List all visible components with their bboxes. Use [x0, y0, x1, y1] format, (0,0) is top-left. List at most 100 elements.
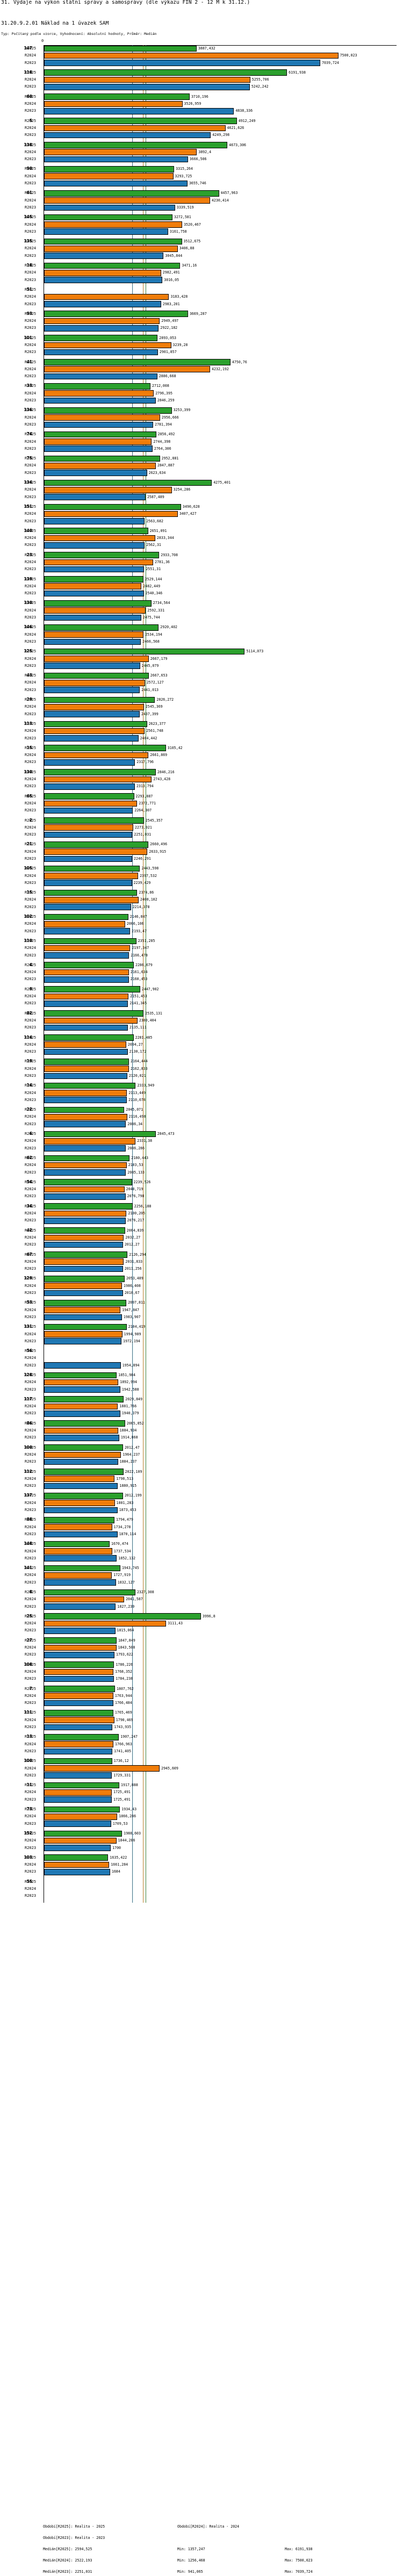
chart-row: R2024 2032,27 — [0, 1234, 403, 1241]
series-label-r2025: R2025 — [25, 1179, 37, 1184]
bar-r2024 — [44, 920, 125, 927]
bar-r2025 — [44, 311, 188, 317]
bar-value-label: 1934,43 — [121, 1807, 137, 1812]
chart-row: R2023 7039,724 — [0, 60, 403, 67]
chart-row: R2023 2130,172 — [0, 1048, 403, 1055]
bar-value-label: 2180,443 — [131, 1155, 148, 1160]
chart-row: R2023 2562,31 — [0, 542, 403, 549]
bar-r2023 — [44, 1265, 123, 1272]
chart-row: R2025 2097,811 — [0, 1299, 403, 1306]
chart-group: 33 R2025 2712,008 R2024 2796,395 R2023 2846,25… — [0, 383, 403, 407]
chart-group: 134 R2025 4275,401 R2024 3254,286 R2023 2587,4… — [0, 479, 403, 503]
series-label-r2024: R2024 — [25, 536, 37, 541]
chart-row: R2025 3105,42 — [0, 745, 403, 752]
chart-row: R2024 2534,194 — [0, 631, 403, 638]
series-label-r2023: R2023 — [25, 1580, 37, 1585]
bar-value-label: 3526,959 — [184, 102, 202, 106]
bar-r2025 — [44, 1299, 127, 1306]
chart-group: 11 R2025 1917,888 R2024 1725,491 R2023 1725,49… — [0, 1782, 403, 1806]
series-label-r2025: R2025 — [25, 697, 37, 702]
bar-r2024 — [44, 414, 160, 421]
bar-r2025 — [44, 1106, 125, 1113]
series-label-r2023: R2023 — [25, 205, 37, 210]
bar-value-label: 3183,428 — [170, 294, 188, 299]
legend-period-r2025: Období[R2025]: Realita - 2025 — [43, 2524, 105, 2529]
group-id-label: 128 — [24, 1372, 32, 1377]
series-label-r2025: R2025 — [25, 649, 37, 654]
bar-r2025 — [44, 841, 149, 848]
series-label-r2025: R2025 — [25, 1517, 37, 1522]
chart-row: R2024 3111,43 — [0, 1620, 403, 1627]
bar-value-label: 1734,278 — [113, 1524, 131, 1529]
bar-value-label: 3407,427 — [179, 512, 197, 516]
series-label-r2025: R2025 — [25, 987, 37, 991]
series-label-r2023: R2023 — [25, 1363, 37, 1368]
group-id-label: 73 — [26, 1807, 32, 1812]
bar-r2025 — [44, 793, 134, 800]
series-label-r2024: R2024 — [25, 1573, 37, 1578]
bar-r2024 — [44, 728, 145, 735]
bar-r2024 — [44, 1861, 110, 1868]
bar-r2023 — [44, 1217, 126, 1224]
chart-row: R2023 1884,237 — [0, 1458, 403, 1465]
chart-group: 34 R2025 2256,188 R2024 2100,205 R2023 2076,21… — [0, 1203, 403, 1227]
chart-row: R2024 2273,921 — [0, 824, 403, 831]
bar-r2025 — [44, 1733, 119, 1740]
bar-value-label: 2633,915 — [149, 849, 167, 854]
chart-row: R2023 2475,744 — [0, 614, 403, 621]
bar-r2024 — [44, 631, 144, 638]
bar-r2024 — [44, 559, 154, 566]
bar-r2023 — [44, 277, 163, 283]
series-label-r2023: R2023 — [25, 1049, 37, 1054]
bar-value-label: 7039,724 — [322, 60, 339, 65]
chart-row: R2025 2293,887 — [0, 793, 403, 800]
bar-value-label: 3892,4 — [198, 149, 212, 154]
chart-group: 88 R2025 1794,479 R2024 1734,278 R2023 1870,11… — [0, 1516, 403, 1541]
bar-r2023 — [44, 735, 139, 742]
group-id-label: 139 — [24, 576, 32, 581]
series-label-r2024: R2024 — [25, 970, 37, 975]
bar-r2023 — [44, 107, 234, 114]
bar-value-label: 2097,811 — [128, 1300, 145, 1305]
group-id-label: 60 — [26, 93, 32, 99]
chart-row: R2024 2572,127 — [0, 679, 403, 686]
series-label-r2023: R2023 — [25, 1459, 37, 1464]
bar-r2025 — [44, 1179, 132, 1186]
bar-r2025 — [44, 1323, 127, 1330]
series-label-r2025: R2025 — [25, 311, 37, 316]
chart-row: R2023 2193,47 — [0, 928, 403, 935]
bar-r2023 — [44, 614, 141, 621]
bar-r2024 — [44, 52, 339, 59]
chart-row: R2025 4275,401 — [0, 479, 403, 486]
chart-row: R2023 1725,491 — [0, 1796, 403, 1803]
series-label-r2023: R2023 — [25, 301, 37, 306]
bar-value-label: 2135,111 — [129, 1025, 147, 1030]
series-label-r2024: R2024 — [25, 1380, 37, 1385]
bar-value-label: 2264,307 — [134, 808, 152, 813]
chart-row: R2025 2164,444 — [0, 1058, 403, 1065]
chart-group: 4 R2025 2286,679 R2024 2161,634 R2023 2160,453 — [0, 962, 403, 986]
bar-r2025 — [44, 479, 212, 486]
group-id-label: 6 — [29, 1131, 32, 1136]
bar-r2025 — [44, 1155, 130, 1162]
bar-r2025 — [44, 1131, 156, 1138]
group-id-label: 82 — [26, 1010, 32, 1016]
bar-r2023 — [44, 1507, 118, 1514]
chart-row: R2025 4457,963 — [0, 190, 403, 197]
bar-r2024 — [44, 1644, 117, 1651]
group-id-label: 4 — [29, 962, 32, 967]
bar-value-label: 4249,298 — [212, 133, 230, 138]
series-label-r2023: R2023 — [25, 1097, 37, 1102]
bar-r2023 — [44, 1483, 118, 1490]
bar-r2024 — [44, 680, 145, 686]
chart-group: 62 R2025 2180,443 R2024 2103,53 R2023 2085,133 — [0, 1155, 403, 1179]
series-label-r2025: R2025 — [25, 1662, 37, 1667]
series-label-r2024: R2024 — [25, 1524, 37, 1529]
chart-row: R2023 2246,291 — [0, 855, 403, 862]
bar-value-label: 2164,444 — [131, 1059, 148, 1064]
series-label-r2025: R2025 — [25, 962, 37, 967]
series-label-r2024: R2024 — [25, 1645, 37, 1650]
group-id-label: 65 — [26, 793, 32, 798]
series-label-r2025: R2025 — [25, 239, 37, 244]
